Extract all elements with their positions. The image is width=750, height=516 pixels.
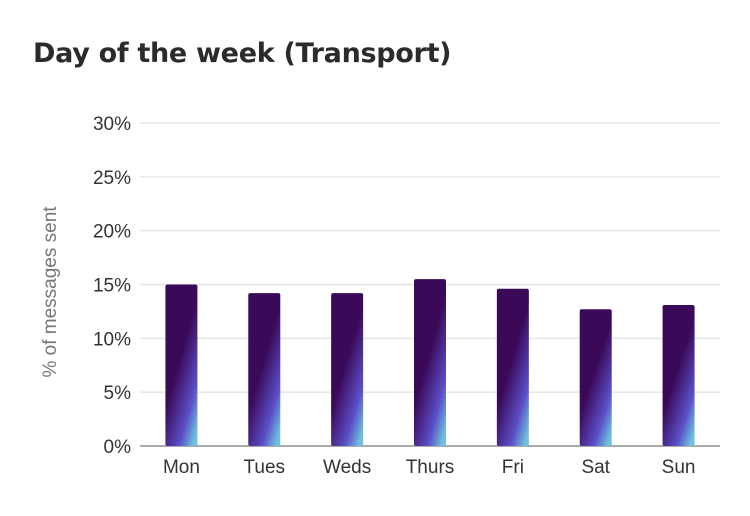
bar-thurs <box>414 279 446 446</box>
x-tick-label-tues: Tues <box>244 457 286 478</box>
bars <box>165 279 695 446</box>
y-tick-label: 5% <box>104 383 132 404</box>
chart-title: Day of the week (Transport) <box>33 38 452 69</box>
bar-sat <box>579 309 612 446</box>
x-tick-label-weds: Weds <box>323 457 371 478</box>
y-tick-label: 0% <box>104 437 132 458</box>
y-tick-label: 10% <box>93 329 131 350</box>
y-tick-label: 30% <box>93 114 131 135</box>
x-tick-label-sun: Sun <box>662 457 696 478</box>
bar-fri <box>496 288 529 446</box>
x-tick-label-fri: Fri <box>502 457 524 478</box>
bar-mon <box>165 284 198 446</box>
x-tick-label-thurs: Thurs <box>406 457 455 478</box>
y-tick-label: 15% <box>93 276 131 297</box>
bar-weds <box>331 293 364 446</box>
x-axis-ticks: Mon Tues Weds Thurs Fri Sat Sun <box>163 457 696 478</box>
y-tick-label: 25% <box>93 168 131 189</box>
x-tick-label-mon: Mon <box>163 457 200 478</box>
bar-sun <box>662 304 695 446</box>
x-tick-label-sat: Sat <box>581 457 610 478</box>
y-axis-label: % of messages sent <box>40 206 61 378</box>
y-tick-label: 20% <box>93 222 131 243</box>
y-axis-ticks: 0% 5% 10% 15% 20% 25% 30% <box>93 114 131 458</box>
bar-tues <box>248 293 281 446</box>
